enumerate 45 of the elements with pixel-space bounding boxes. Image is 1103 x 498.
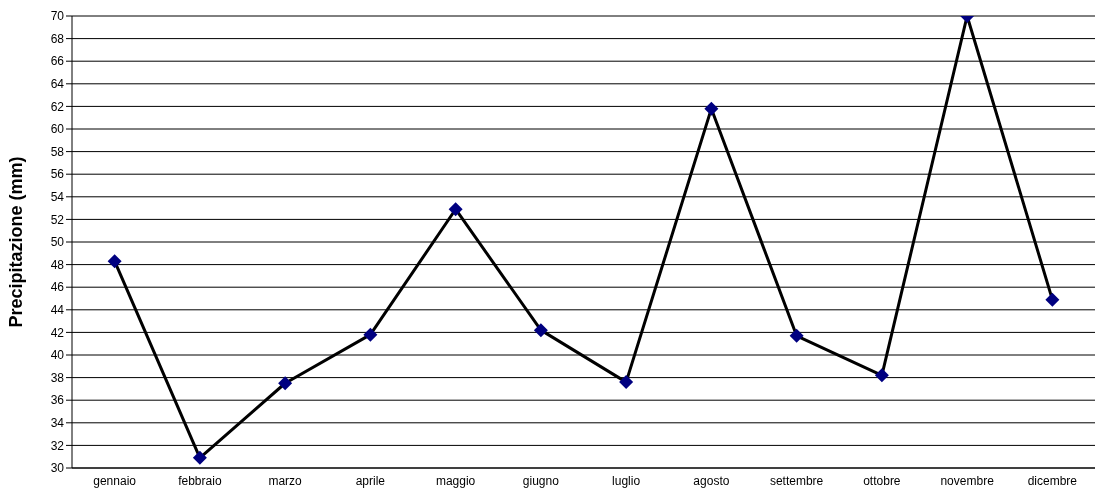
point [533,323,548,338]
point [278,376,293,391]
y-tick-label: 42 [50,325,65,340]
y-tick-label: 70 [50,9,65,24]
x-tick-label: maggio [435,473,476,488]
point [789,328,804,343]
y-tick-label: 60 [50,122,65,137]
x-tick-label: agosto [693,473,730,488]
x-tick-label: giugno [522,473,560,488]
y-tick-label: 30 [50,461,65,476]
y-tick-label: 44 [50,303,65,318]
point [107,254,122,269]
y-tick-label: 38 [50,370,65,385]
point [192,450,207,465]
y-tick-label: 52 [50,212,65,227]
x-tick-label: marzo [268,473,303,488]
y-tick-label: 36 [50,393,65,408]
y-tick-label: 46 [50,280,65,295]
y-tick-label: 64 [50,77,65,92]
x-tick-label: ottobre [863,473,901,488]
y-tick-label: 56 [50,167,65,182]
point [874,368,889,383]
y-tick-label: 48 [50,257,65,272]
x-tick-label: settembre [769,473,824,488]
point [363,327,378,342]
y-tick-label: 34 [50,416,65,431]
y-tick-label: 50 [50,235,65,250]
point [619,375,634,390]
y-tick-label: 62 [50,99,65,114]
x-tick-label: aprile [355,473,386,488]
x-tick-label: dicembre [1027,473,1078,488]
y-tick-label: 58 [50,144,65,159]
y-tick-label: 32 [50,438,65,453]
x-tick-label: febbraio [178,473,222,488]
point [448,202,463,217]
point [1045,292,1060,307]
y-axis-title: Precipitazione (mm) [6,156,27,328]
y-tick-label: 68 [50,31,65,46]
point [704,101,719,116]
y-tick-label: 66 [50,54,65,69]
y-tick-label: 40 [50,348,65,363]
x-tick-label: luglio [612,473,641,488]
y-tick-label: 54 [50,190,65,205]
x-tick-label: gennaio [93,473,137,488]
x-tick-label: novembre [940,473,995,488]
